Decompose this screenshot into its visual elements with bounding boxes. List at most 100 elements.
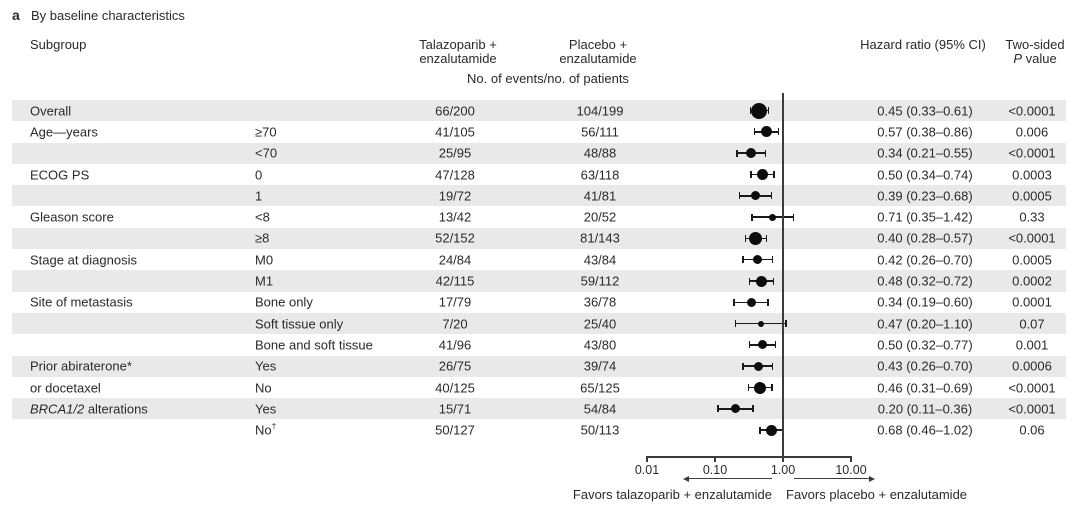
ci-cap: [734, 320, 737, 328]
ci-cap: [733, 298, 735, 306]
ci-cap: [744, 234, 747, 242]
ci-cap: [774, 341, 777, 349]
hazard-ratio-point-marker: [730, 404, 740, 414]
favors-right-arrow-line: [794, 478, 869, 480]
table-row: or docetaxel No 40/125 65/125 0.46 (0.31–0.6…: [12, 377, 1066, 398]
subgroup-level-label: <8: [255, 209, 270, 225]
events-talazoparib-value: 66/200: [435, 103, 475, 119]
hazard-ratio-value: 0.40 (0.28–0.57): [877, 230, 973, 246]
hazard-ratio-value: 0.20 (0.11–0.36): [877, 401, 973, 417]
subgroup-level-label: Yes: [255, 401, 277, 417]
ci-cap: [773, 171, 775, 179]
events-talazoparib-value: 26/75: [438, 358, 472, 374]
table-row: Site of metastasis Bone only 17/79 36/78 0.3…: [12, 292, 1066, 313]
ci-cap: [752, 405, 754, 413]
favors-left-arrow-line: [688, 478, 772, 480]
hazard-ratio-point-marker: [760, 126, 772, 138]
ci-cap: [751, 213, 753, 221]
events-talazoparib-value: 40/125: [435, 380, 475, 396]
events-placebo-value: 48/88: [583, 145, 617, 161]
x-axis-tick-label: 10.00: [835, 463, 867, 477]
subgroup-level-label: <70: [255, 145, 278, 161]
events-talazoparib-value: 15/71: [438, 401, 472, 417]
subgroup-group-label: or docetaxel: [30, 380, 101, 396]
subgroup-level-label: ≥8: [255, 230, 270, 246]
hazard-ratio-value: 0.50 (0.32–0.77): [877, 337, 973, 353]
hazard-ratio-point-marker: [757, 320, 764, 327]
x-axis-tick: [714, 456, 716, 462]
subgroup-group-label: Gleason score: [30, 209, 114, 225]
hazard-ratio-point-marker: [755, 275, 767, 287]
ci-cap: [738, 192, 741, 200]
ci-cap: [771, 362, 774, 370]
ci-cap: [748, 341, 751, 349]
ci-cap: [742, 256, 744, 264]
ci-cap: [748, 277, 751, 285]
events-talazoparib-value: 41/105: [435, 124, 475, 140]
dagger-footnote-mark: †: [271, 421, 277, 432]
ci-cap: [759, 426, 761, 434]
hazard-ratio-point-marker: [749, 231, 763, 245]
events-placebo-value: 104/199: [576, 103, 624, 119]
hazard-ratio-point-marker: [751, 102, 768, 119]
favors-right-label: Favors placebo + enzalutamide: [786, 487, 968, 502]
events-talazoparib-value: 42/115: [435, 273, 475, 289]
ci-cap: [771, 384, 773, 392]
table-row: <70 25/95 48/88 0.34 (0.21–0.55) <0.0001: [12, 142, 1066, 164]
events-placebo-value: 39/74: [583, 358, 617, 374]
p-value: 0.33: [1019, 209, 1045, 225]
events-placebo-value: 65/125: [580, 380, 620, 396]
hazard-ratio-point-marker: [769, 213, 777, 221]
p-value: <0.0001: [1008, 145, 1056, 161]
panel-title: By baseline characteristics: [31, 8, 185, 23]
hazard-ratio-point-marker: [752, 255, 762, 265]
ci-cap: [750, 171, 752, 179]
subgroup-level-label: Soft tissue only: [255, 316, 344, 332]
ci-cap: [765, 234, 768, 242]
ci-cap: [777, 128, 780, 136]
ci-cap: [771, 256, 774, 264]
subgroup-level-label: No: [255, 380, 272, 396]
table-row: 1 19/72 41/81 0.39 (0.23–0.68) 0.0005: [12, 185, 1066, 207]
subgroup-group-label: Age—years: [30, 124, 98, 140]
p-value: 0.0005: [1012, 252, 1052, 268]
events-placebo-value: 36/78: [583, 294, 617, 310]
table-row: No† 50/127 50/113 0.68 (0.46–1.02) 0.06: [12, 420, 1066, 441]
events-talazoparib-value: 25/95: [438, 145, 472, 161]
hazard-ratio-point-marker: [753, 361, 763, 371]
hazard-ratio-point-marker: [746, 148, 757, 159]
table-row: Overall 66/200 104/199 0.45 (0.33–0.61) <0.0…: [12, 100, 1066, 122]
p-value: 0.006: [1015, 124, 1049, 140]
subgroup-level-label: M0: [255, 252, 274, 268]
events-placebo-value: 20/52: [583, 209, 617, 225]
subgroup-group-label: Stage at diagnosis: [30, 252, 137, 268]
column-header-p-value: Two-sided P value: [1005, 37, 1065, 66]
subgroup-group-label: Prior abiraterone*: [30, 358, 132, 374]
x-axis-tick-label: 0.01: [634, 463, 660, 477]
ci-cap: [792, 213, 795, 221]
hazard-ratio-value: 0.57 (0.38–0.86): [877, 124, 973, 140]
table-row: BRCA1/2 alterations Yes 15/71 54/84 0.20 (0.…: [12, 398, 1066, 420]
events-placebo-value: 56/111: [581, 124, 619, 140]
table-row: Bone and soft tissue 41/96 43/80 0.50 (0.32…: [12, 334, 1066, 355]
hazard-ratio-value: 0.68 (0.46–1.02): [877, 422, 973, 438]
p-value: 0.07: [1019, 316, 1045, 332]
p-value: <0.0001: [1008, 380, 1056, 396]
x-axis-tick-label: 1.00: [770, 463, 796, 477]
events-talazoparib-value: 13/42: [438, 209, 472, 225]
subgroup-level-label: M1: [255, 273, 274, 289]
subgroup-level-label: 0: [255, 167, 263, 183]
subgroup-level-label: 1: [255, 188, 263, 204]
gene-name-italic: BRCA1/2: [30, 401, 85, 417]
table-row: Stage at diagnosis M0 24/84 43/84 0.42 (0.26…: [12, 249, 1066, 270]
subgroup-group-label: ECOG PS: [30, 167, 90, 183]
events-talazoparib-value: 17/79: [438, 294, 472, 310]
favors-right-arrowhead-icon: [869, 475, 875, 482]
table-row: Soft tissue only 7/20 25/40 0.47 (0.20–1.10…: [12, 313, 1066, 335]
p-value: 0.0005: [1012, 188, 1052, 204]
p-value: 0.001: [1015, 337, 1049, 353]
subgroup-level-label: ≥70: [255, 124, 277, 140]
events-talazoparib-value: 7/20: [442, 316, 468, 332]
hazard-ratio-value: 0.48 (0.32–0.72): [877, 273, 973, 289]
events-talazoparib-value: 41/96: [438, 337, 472, 353]
